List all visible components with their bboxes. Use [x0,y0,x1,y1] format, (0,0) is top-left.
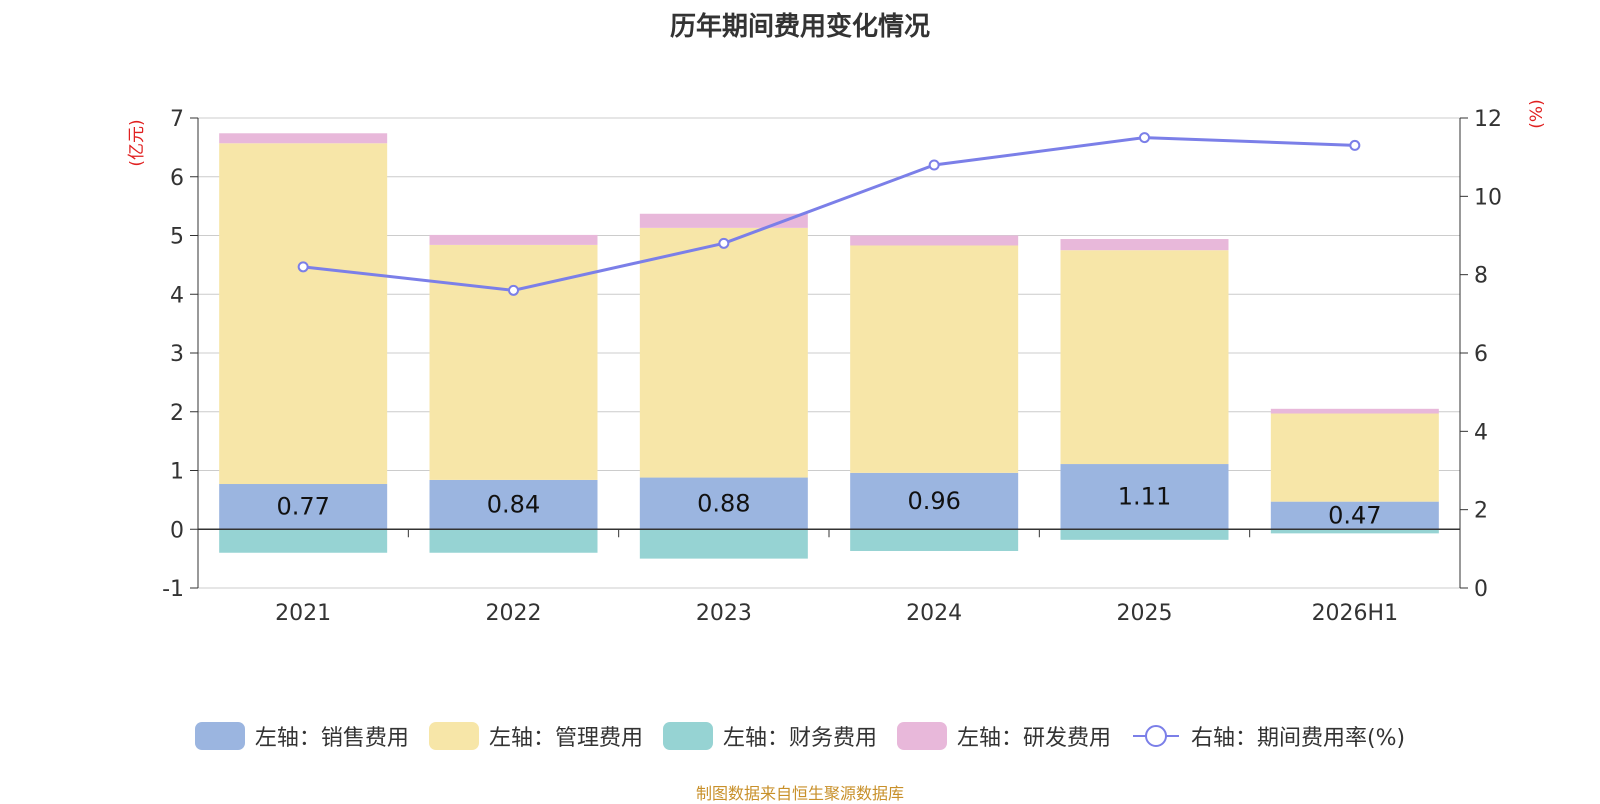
bar-segment [639,227,808,478]
bar-segment [429,244,598,480]
rate-point [928,159,940,171]
bar-data-label: 0.77 [276,493,329,521]
bar-segment [1060,529,1229,540]
rate-point [1139,132,1150,144]
bar-segment [1270,413,1439,502]
bar-segment [1270,501,1439,530]
bar-segment [850,529,1019,551]
bar-layer [219,133,1439,559]
right-axis-tick-label: 8 [1474,264,1488,289]
source-note: 制图数据来自恒生聚源数据库 [695,784,904,803]
x-axis-tick-label: 2024 [906,601,962,626]
bar-segment [219,484,388,530]
right-axis-tick-label: 6 [1474,342,1488,367]
left-axis-label: (亿元) [127,119,147,166]
rate-point [1349,139,1361,151]
rate-line [303,136,1355,292]
left-axis-tick-label: 0 [170,518,184,543]
data-label-layer: 0.77 0.84 0.88 0.96 1.11 0.47 [276,483,1381,530]
bar-segment [1270,529,1439,534]
bar-segment [1060,250,1229,465]
bar-segment [850,245,1019,473]
bar-data-label: 0.47 [1328,501,1381,529]
x-axis-tick-label: 2022 [486,601,542,626]
left-axis-tick-label: 3 [170,342,184,367]
legend-item[interactable]: 左轴：财务费用 [662,720,877,752]
legend-item[interactable]: 左轴：管理费用 [428,720,643,752]
bar-segment [429,529,598,553]
bar-data-label: 0.96 [907,487,960,515]
rate-point [297,261,309,273]
left-axis-tick-label: 7 [170,107,184,132]
legend-label: 左轴：财务费用 [722,726,877,751]
x-axis-tick-label: 2023 [696,601,752,626]
bar-segment [850,472,1019,530]
left-axis-tick-label: 6 [170,166,184,191]
bar-segment [219,133,388,144]
bar-data-label: 1.11 [1118,483,1171,511]
bar-segment [429,234,598,245]
bar-segment [429,479,598,530]
legend-swatch [896,722,947,750]
legend-swatch [662,722,713,750]
x-axis-tick-label: 2021 [275,601,331,626]
grid-layer [198,117,1460,589]
left-axis-tick-label: -1 [162,577,184,602]
legend-line-marker [1132,725,1179,747]
legend-label: 右轴：期间费用率(%) [1190,726,1406,751]
right-axis-tick-label: 0 [1474,577,1488,602]
bar-data-label: 0.88 [697,489,750,517]
legend-label: 左轴：销售费用 [254,726,409,751]
rate-point [718,237,730,249]
legend-swatch [194,722,245,750]
bar-segment [1060,239,1229,251]
rate-point [508,284,519,296]
bar-segment [850,235,1019,246]
bar-segment [639,477,808,530]
right-axis-tick-label: 10 [1474,185,1502,210]
right-axis-tick-label: 12 [1474,107,1502,132]
legend-item[interactable]: 右轴：期间费用率(%) [1131,720,1405,752]
rate-line-layer [297,132,1361,296]
left-axis-tick-label: 5 [170,225,184,250]
x-axis-tick-label: 2025 [1117,601,1173,626]
legend: 左轴：销售费用 左轴：管理费用 左轴：财务费用 左轴：研发费用 右轴：期间费用率(%) [0,720,1600,752]
right-axis-label: (%) [1527,99,1547,128]
legend-line-circle [1144,725,1167,747]
left-axis-tick-label: 2 [170,401,184,426]
chart-title: 历年期间费用变化情况 [669,12,930,42]
bar-segment [639,529,808,559]
left-axis-tick-label: 4 [170,283,184,308]
legend-swatch [428,722,479,750]
bar-segment [639,213,808,228]
legend-item[interactable]: 左轴：销售费用 [194,720,409,752]
right-axis-tick-label: 4 [1474,420,1488,445]
left-axis-tick-label: 1 [170,460,184,485]
bar-segment [1270,408,1439,414]
bar-segment [1060,464,1229,530]
legend-item[interactable]: 左轴：研发费用 [896,720,1111,752]
legend-label: 左轴：研发费用 [956,726,1111,751]
legend-label: 左轴：管理费用 [488,726,643,751]
right-axis-tick-label: 2 [1474,499,1488,524]
x-axis-tick-label: 2026H1 [1312,601,1399,626]
bar-segment [219,143,388,485]
bar-segment [219,529,388,553]
bar-data-label: 0.84 [487,491,540,519]
